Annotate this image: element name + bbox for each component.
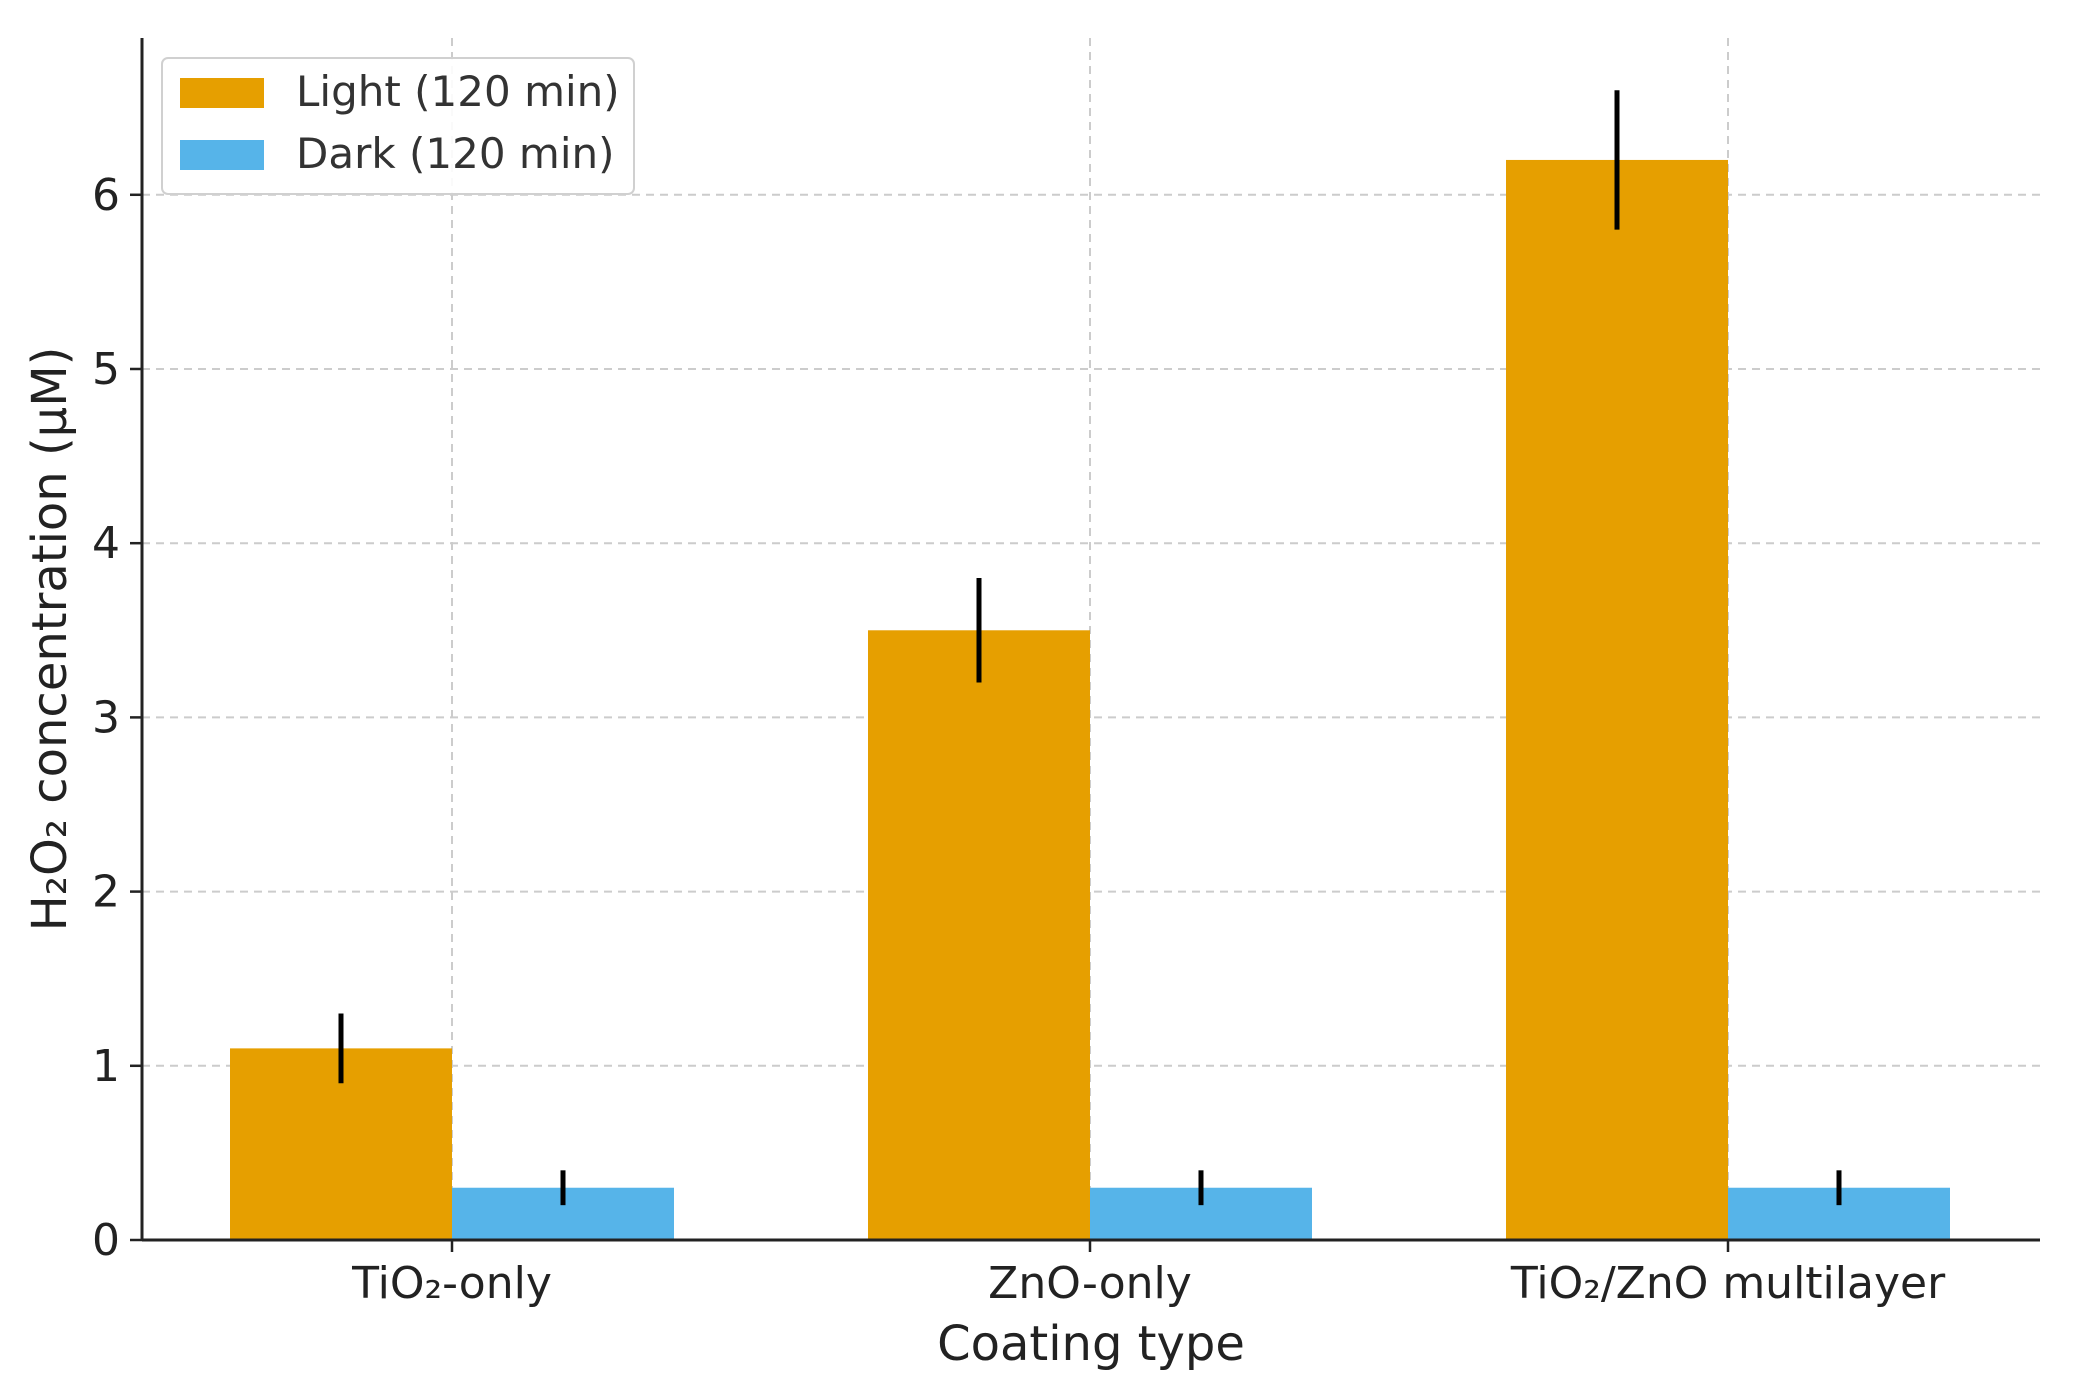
legend-swatch-dark bbox=[180, 140, 264, 170]
y-tick-label: 3 bbox=[92, 692, 120, 743]
bar-light bbox=[868, 630, 1090, 1240]
x-tick-label: TiO₂/ZnO multilayer bbox=[1510, 1258, 1946, 1309]
x-tick-label: ZnO-only bbox=[988, 1258, 1192, 1309]
legend-swatch-light bbox=[180, 78, 264, 108]
y-tick-label: 4 bbox=[92, 518, 120, 569]
y-ticks: 0 1 2 3 4 5 6 bbox=[92, 170, 142, 1266]
legend-label-dark: Dark (120 min) bbox=[296, 129, 615, 178]
y-tick-label: 0 bbox=[92, 1215, 120, 1266]
y-tick-label: 2 bbox=[92, 867, 120, 918]
legend: Light (120 min) Dark (120 min) bbox=[161, 57, 635, 195]
error-bars bbox=[338, 90, 1842, 1206]
y-tick-label: 5 bbox=[92, 344, 120, 395]
x-axis-label: Coating type bbox=[937, 1316, 1245, 1372]
bars bbox=[230, 159, 1950, 1241]
bar-light bbox=[1506, 159, 1728, 1241]
x-ticks: TiO₂-only ZnO-only TiO₂/ZnO multilayer bbox=[351, 1240, 1946, 1309]
y-tick-label: 1 bbox=[92, 1041, 120, 1092]
legend-box bbox=[161, 57, 635, 195]
y-tick-label: 6 bbox=[92, 170, 120, 221]
y-axis-label: H₂O₂ concentration (μM) bbox=[22, 347, 78, 932]
legend-label-light: Light (120 min) bbox=[296, 67, 620, 116]
x-tick-label: TiO₂-only bbox=[351, 1258, 552, 1309]
